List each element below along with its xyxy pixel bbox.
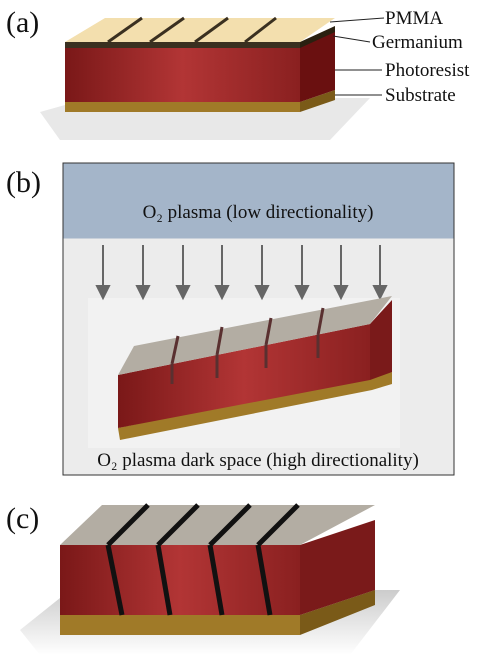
layer-label: Photoresist (385, 60, 470, 81)
panel-label: (c) (6, 502, 39, 535)
layer-label: Substrate (385, 85, 456, 106)
figure: (a) PMMA Germanium Photoresist Substrate… (0, 0, 500, 666)
dark-space-label: O₂ plasma dark space (high directionalit… (97, 450, 419, 471)
layer-label: Germanium (372, 32, 463, 53)
layer-label: PMMA (385, 8, 443, 29)
etched-stack-c (20, 505, 400, 655)
plasma-label: O₂ plasma (low directionality) (143, 202, 374, 223)
panel-label: (b) (6, 166, 41, 199)
panel-label: (a) (6, 6, 39, 39)
layer-stack-a (40, 18, 384, 140)
